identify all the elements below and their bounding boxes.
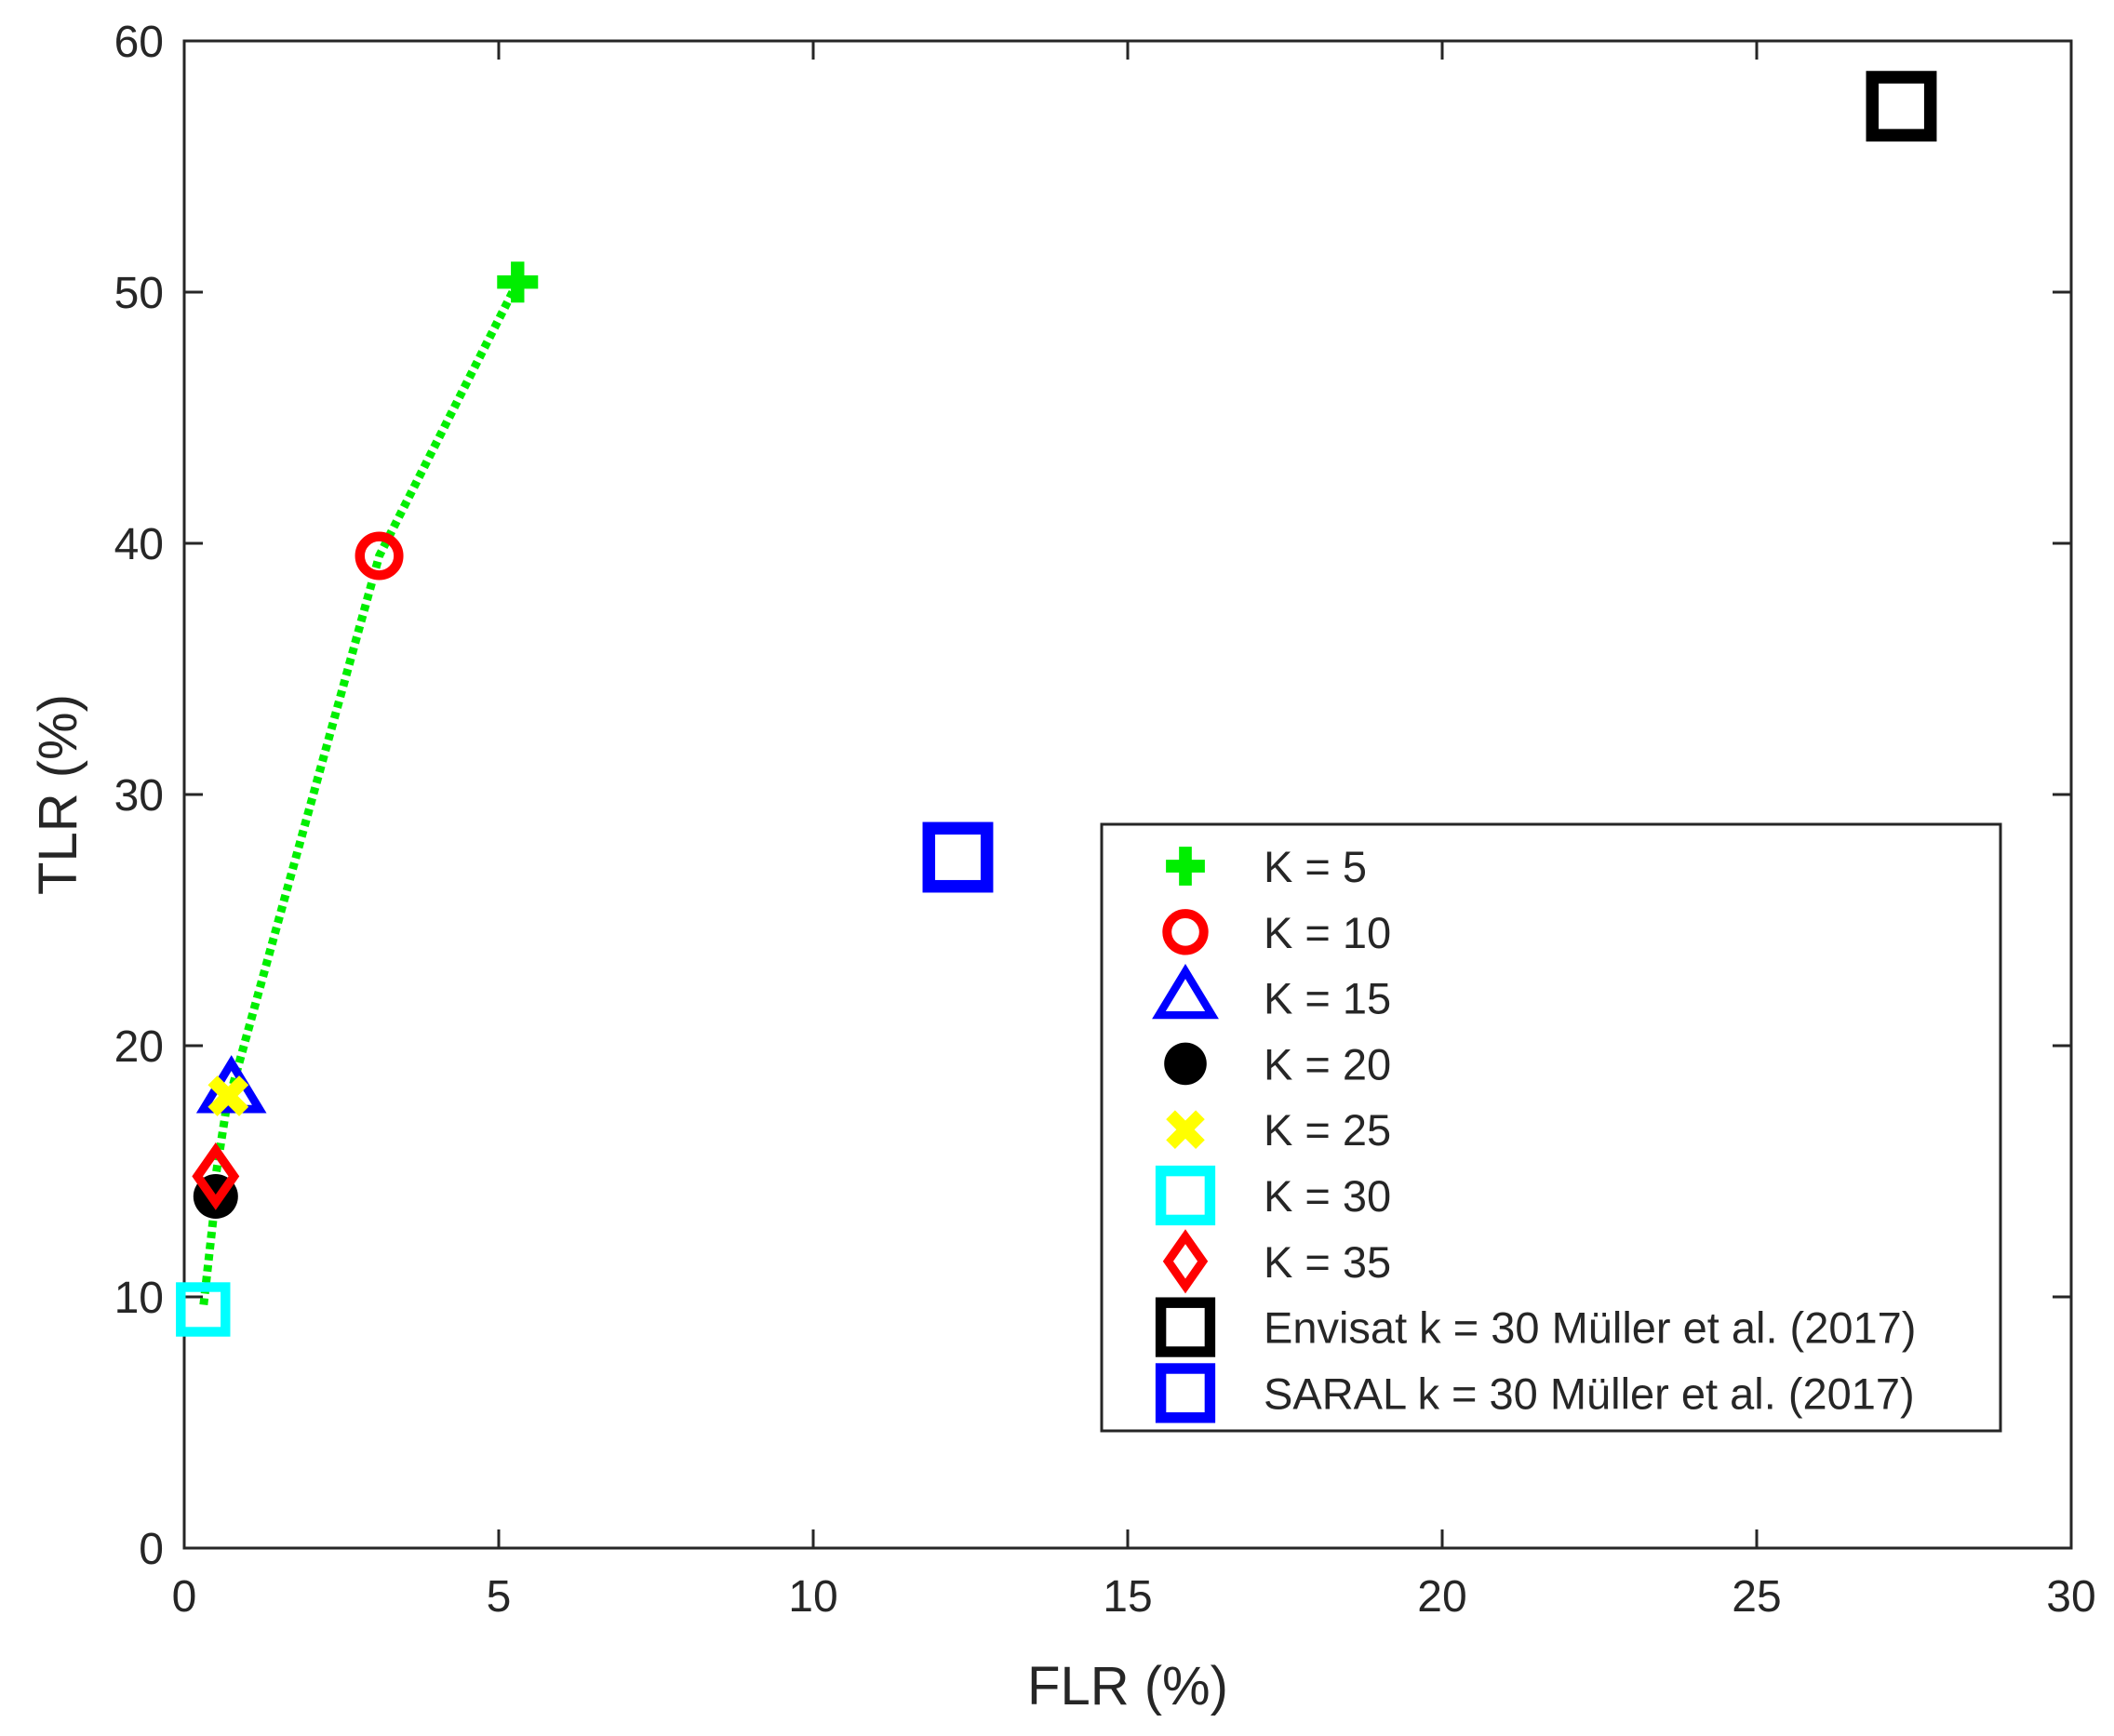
point-k-35 [192,1142,240,1210]
axis-ticks: 0 5 10 15 20 25 30 0 10 20 30 40 50 60 [114,18,2096,1622]
x-axis-label: FLR (%) [1027,1656,1228,1716]
legend-marker-k-25 [1166,1110,1205,1149]
y-tick-label: 20 [114,1022,164,1072]
tradeoff-curve [198,280,522,1310]
y-tick-label: 10 [114,1274,164,1323]
point-k-25 [207,1075,249,1116]
y-tick-label: 30 [114,771,164,821]
point-k-30 [176,1282,231,1337]
legend-marker-saral-k-30-m-ller-et-al-2017 [1155,1363,1216,1423]
point-saral-k-30-m-ller-et-al-2017 [922,821,994,893]
data-points [176,71,1937,1337]
y-axis-label: TLR (%) [28,694,88,895]
x-tick-label: 5 [487,1572,512,1622]
point-k-10 [355,531,404,581]
point-envisat-k-30-m-ller-et-al-2017 [1866,71,1937,142]
y-tick-label: 0 [139,1525,164,1574]
legend-box [1100,822,2002,1433]
y-tick-label: 50 [114,269,164,318]
x-tick-label: 25 [1732,1572,1781,1622]
x-tick-label: 30 [2046,1572,2095,1622]
x-tick-label: 0 [172,1572,197,1622]
legend-marker-k-20 [1164,1042,1207,1086]
legend-marker-k-15 [1152,964,1219,1020]
legend-label-k-30: K = 30 [1264,1171,1391,1221]
legend-label-k-35: K = 35 [1264,1237,1391,1287]
legend-label-k-20: K = 20 [1264,1039,1391,1088]
legend-label-envisat-k-30-m-ller-et-al-2017: Envisat k = 30 Müller et al. (2017) [1264,1303,1916,1353]
legend-marker-envisat-k-30-m-ller-et-al-2017 [1155,1297,1216,1357]
x-tick-label: 15 [1103,1572,1152,1622]
point-k-5 [497,261,539,303]
x-tick-label: 10 [788,1572,837,1622]
legend-marker-k-35 [1162,1229,1209,1294]
x-tick-label: 20 [1417,1572,1466,1622]
legend-label-k-25: K = 25 [1264,1105,1391,1155]
legend-label-k-5: K = 5 [1264,842,1367,891]
legend-label-saral-k-30-m-ller-et-al-2017: SARAL k = 30 Müller et al. (2017) [1264,1369,1915,1418]
legend-marker-k-10 [1162,909,1209,955]
legend: K = 5 K = 10 K = 15 K = 20 K = 25 K = 30 K = 3… [1100,822,2002,1433]
curve-line [198,280,522,1310]
legend-marker-k-30 [1155,1165,1216,1226]
legend-label-k-10: K = 10 [1264,908,1391,957]
legend-marker-k-5 [1166,847,1205,886]
y-tick-label: 40 [114,520,164,569]
legend-label-k-15: K = 15 [1264,974,1391,1023]
y-tick-label: 60 [114,18,164,67]
